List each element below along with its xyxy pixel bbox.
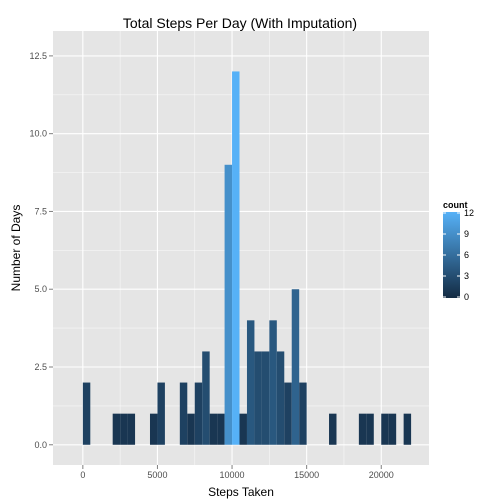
histogram-bar [381,413,389,445]
histogram-bar [358,413,367,445]
y-axis: 0.0 2.5 5.0 7.5 10.0 12.5 [29,51,53,450]
histogram-bar [217,413,225,445]
legend-title: count [443,200,468,210]
histogram-bar [127,413,136,445]
histogram-bar [366,413,374,445]
x-axis-title: Steps Taken [208,485,274,499]
histogram-bar [329,413,337,445]
histogram-bar [120,413,128,445]
legend-tick-label: 12 [464,208,474,218]
x-axis: 0 5000 10000 15000 20000 [80,465,394,480]
plot-panel [53,31,429,465]
y-axis-title: Number of Days [9,205,23,292]
histogram-bar [224,164,233,445]
legend-ticks: 0 3 6 9 12 [443,208,474,302]
y-tick-label: 7.5 [34,206,47,216]
histogram-bar [149,413,158,445]
histogram-bar [232,71,240,445]
histogram-bar [112,413,121,445]
histogram-bar [261,351,270,445]
histogram-bar [388,413,397,445]
count-legend: count 0 3 6 9 12 [443,200,474,302]
chart-title: Total Steps Per Day (With Imputation) [123,15,357,31]
histogram-bar [284,382,292,445]
x-tick-label: 20000 [369,470,394,480]
histogram-bar [209,413,218,445]
y-tick-label: 5.0 [34,284,47,294]
histogram-bar [276,351,285,445]
y-tick-label: 2.5 [34,362,47,372]
y-tick-label: 12.5 [29,51,47,61]
histogram-bar [403,413,412,445]
histogram-bar [82,382,91,445]
histogram-bar [246,320,255,445]
x-tick-label: 0 [80,470,85,480]
legend-tick-label: 6 [464,250,469,260]
histogram-bars [82,71,412,445]
histogram-bar [194,382,203,445]
histogram-bar [269,320,277,445]
histogram-bar [239,413,247,445]
histogram-bar [254,351,262,445]
x-tick-label: 10000 [220,470,245,480]
legend-tick-label: 9 [464,229,469,239]
legend-colorbar [443,212,460,298]
histogram-bar [291,289,300,445]
histogram-bar [187,413,195,445]
y-tick-label: 0.0 [34,440,47,450]
histogram-bar [202,351,210,445]
histogram-bar [157,382,165,445]
x-tick-label: 15000 [294,470,319,480]
legend-tick-label: 0 [464,292,469,302]
histogram-bar [179,382,188,445]
histogram-bar [299,382,307,445]
legend-tick-label: 3 [464,271,469,281]
y-tick-label: 10.0 [29,129,47,139]
x-tick-label: 5000 [147,470,167,480]
minor-gridlines [53,31,429,465]
